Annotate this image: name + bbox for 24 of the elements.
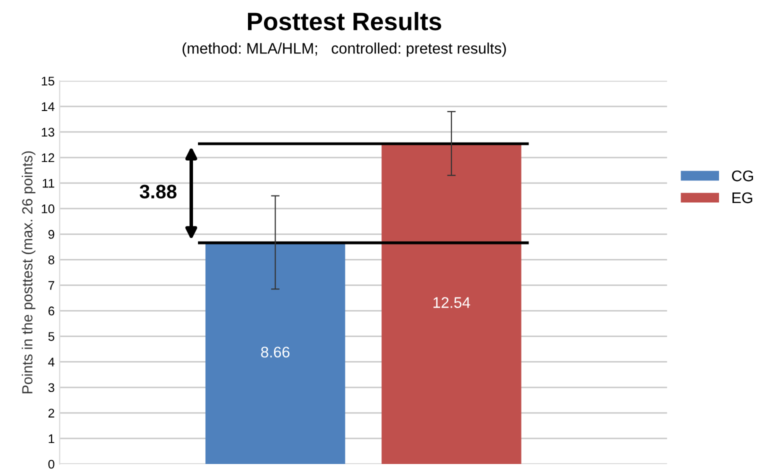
annotation: 3.88 (140, 184, 177, 199)
chart-subtitle: (method: MLA/HLM; controlled: pretest results) (182, 42, 506, 57)
y-tick-label: 2 (48, 408, 54, 418)
y-tick-label: 14 (42, 102, 54, 111)
y-axis-title: Points in the posttest (max. 26 points) (22, 151, 36, 394)
y-tick-label: 3 (48, 383, 54, 392)
y-tick-label: 8 (48, 255, 54, 264)
y-tick-label: 4 (48, 358, 54, 366)
y-tick-label: 1 (48, 434, 54, 443)
legend-label: EG (732, 192, 752, 204)
y-tick-label: 0 (48, 460, 54, 469)
data-label: 8.66 (261, 346, 290, 358)
y-tick-label: 11 (42, 178, 54, 188)
chart-title: Posttest Results (248, 12, 442, 30)
y-tick-label: 10 (42, 204, 54, 214)
y-tick-label: 7 (48, 281, 54, 290)
y-tick-label: 5 (48, 332, 54, 341)
y-tick-label: 6 (48, 306, 54, 316)
legend-label: CG (732, 170, 754, 182)
y-tick-label: 9 (48, 230, 54, 239)
y-tick-label: 13 (42, 128, 54, 137)
y-tick-label: 15 (42, 76, 54, 86)
y-tick-label: 12 (42, 153, 54, 162)
data-label: 12.54 (434, 297, 470, 308)
